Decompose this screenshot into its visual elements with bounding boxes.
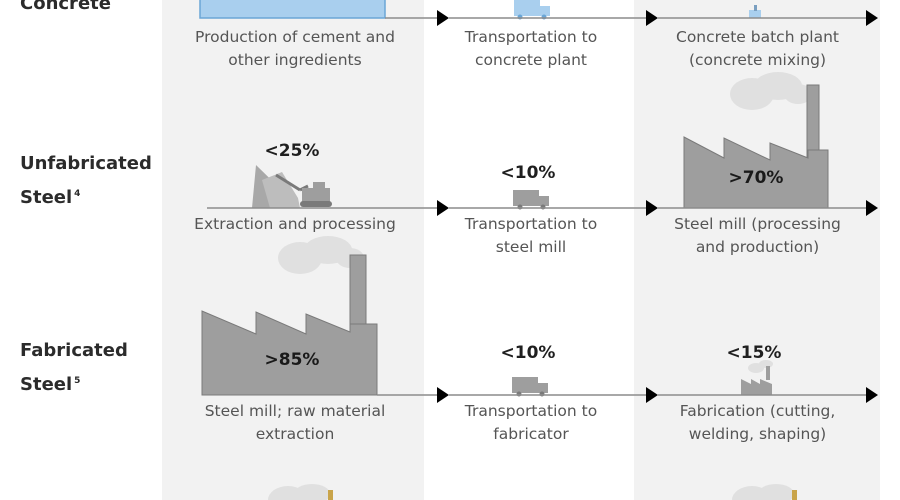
stage-caption: Steel mill; raw material extraction [204, 402, 386, 443]
stage-caption: Fabrication (cutting, welding, shaping) [679, 402, 836, 443]
stage-caption: Transportation to concrete plant [464, 28, 598, 69]
share-label: <25% [264, 141, 320, 161]
share-label: >70% [728, 168, 784, 188]
truck-icon [512, 377, 548, 397]
timeline-unfabricated-steel [207, 200, 878, 216]
row-label-line-1: Unfabricated [20, 153, 152, 174]
steel-mill-icon [732, 484, 797, 500]
mining-excavator-icon [252, 165, 332, 208]
steel-mill-icon [683, 72, 829, 209]
stage-caption: Steel mill (processing and production) [674, 215, 841, 256]
share-label: <10% [500, 163, 556, 183]
row-label-fabricated-steel: Fabricated Steel 5 [20, 336, 128, 400]
small-factory-icon [741, 360, 773, 395]
row-label-concrete: Concrete [20, 0, 111, 14]
row-label-line-2: Steel [20, 187, 73, 208]
stage-caption: Extraction and processing [194, 215, 396, 233]
truck-icon [514, 0, 550, 20]
stage-caption: Transportation to steel mill [464, 215, 598, 256]
batch-plant-icon [749, 5, 761, 18]
footnote-marker: 4 [74, 189, 81, 199]
share-label: <10% [500, 343, 556, 363]
cement-block-icon [199, 0, 386, 19]
row-label-line-2: Steel [20, 374, 73, 395]
stage-caption: Production of cement and other ingredien… [195, 28, 395, 69]
share-label: >85% [264, 350, 320, 370]
stage-caption: Transportation to fabricator [464, 402, 598, 443]
row-label-line-1: Fabricated [20, 340, 128, 361]
steel-mill-icon [268, 484, 333, 500]
stage-caption: Concrete batch plant (concrete mixing) [676, 28, 839, 69]
timeline-fabricated-steel [377, 387, 878, 403]
steel-mill-icon [201, 236, 378, 396]
footnote-marker: 5 [74, 376, 81, 386]
share-label: <15% [726, 343, 782, 363]
timeline-concrete [385, 10, 878, 26]
truck-icon [513, 190, 549, 210]
row-label-unfabricated-steel: Unfabricated Steel 4 [20, 149, 152, 213]
